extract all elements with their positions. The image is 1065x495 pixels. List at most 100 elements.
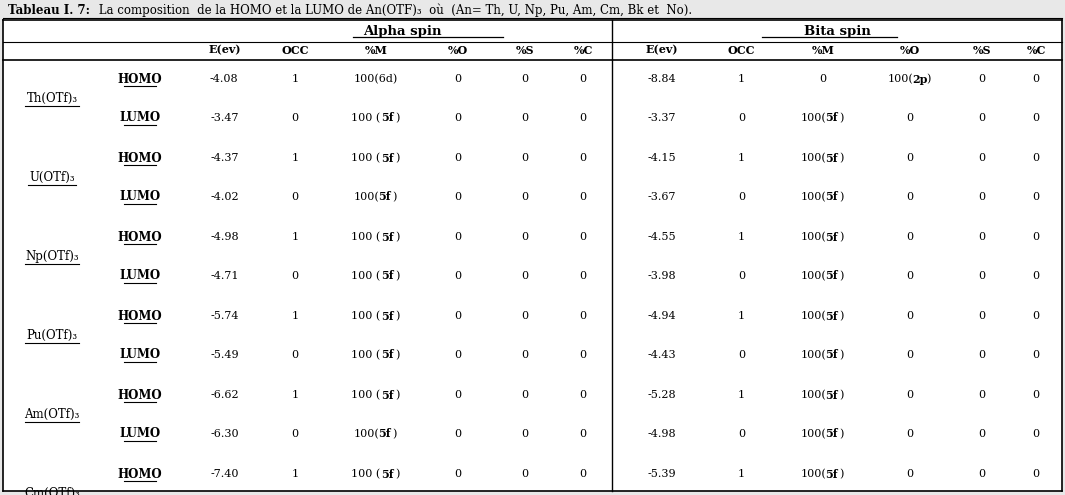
- Text: 0: 0: [1032, 113, 1039, 123]
- Text: ): ): [395, 271, 399, 281]
- Text: 0: 0: [906, 271, 914, 281]
- Text: %S: %S: [515, 45, 535, 55]
- Text: ): ): [839, 349, 843, 360]
- Text: 0: 0: [738, 429, 746, 439]
- Text: -4.15: -4.15: [648, 153, 676, 163]
- Text: -6.62: -6.62: [211, 390, 240, 400]
- Text: 1: 1: [738, 74, 746, 84]
- Text: 5f: 5f: [378, 428, 391, 439]
- Text: %M: %M: [812, 45, 835, 55]
- Text: OCC: OCC: [727, 45, 755, 55]
- Text: %S: %S: [972, 45, 992, 55]
- Text: ): ): [392, 429, 396, 439]
- Text: E(ev): E(ev): [209, 45, 242, 55]
- Text: -3.67: -3.67: [648, 192, 676, 202]
- Text: 100(: 100(: [801, 271, 826, 281]
- Bar: [3, 0, 1062, 18]
- Text: 100 (: 100 (: [350, 349, 380, 360]
- Text: 5f: 5f: [381, 469, 394, 480]
- Text: 1: 1: [292, 469, 298, 479]
- Text: 0: 0: [906, 350, 914, 360]
- Text: 0: 0: [455, 311, 461, 321]
- Text: LUMO: LUMO: [119, 348, 161, 361]
- Text: 0: 0: [1032, 74, 1039, 84]
- Text: 0: 0: [979, 153, 985, 163]
- Text: 100(: 100(: [801, 232, 826, 243]
- Text: %O: %O: [448, 45, 469, 55]
- Text: -4.98: -4.98: [211, 232, 240, 242]
- Text: 0: 0: [522, 390, 528, 400]
- Text: 0: 0: [579, 429, 587, 439]
- Text: -5.28: -5.28: [648, 390, 676, 400]
- Text: 0: 0: [579, 232, 587, 242]
- Text: 100(: 100(: [801, 112, 826, 123]
- Text: 0: 0: [292, 429, 298, 439]
- Text: Np(OTf)₃: Np(OTf)₃: [26, 250, 79, 263]
- Text: %O: %O: [900, 45, 920, 55]
- Text: ): ): [395, 349, 399, 360]
- Text: 0: 0: [579, 469, 587, 479]
- Text: ): ): [395, 390, 399, 400]
- Text: 5f: 5f: [825, 191, 838, 202]
- Text: 0: 0: [455, 153, 461, 163]
- Text: 2p: 2p: [913, 74, 928, 85]
- Text: 100(: 100(: [801, 153, 826, 163]
- Text: 1: 1: [292, 74, 298, 84]
- Text: 0: 0: [579, 153, 587, 163]
- Text: 0: 0: [579, 74, 587, 84]
- Text: HOMO: HOMO: [118, 152, 162, 165]
- Text: -4.55: -4.55: [648, 232, 676, 242]
- Text: 0: 0: [906, 192, 914, 202]
- Text: 0: 0: [292, 113, 298, 123]
- Text: OCC: OCC: [281, 45, 309, 55]
- Text: 0: 0: [1032, 350, 1039, 360]
- Text: 0: 0: [455, 350, 461, 360]
- Text: 0: 0: [522, 74, 528, 84]
- Text: LUMO: LUMO: [119, 190, 161, 203]
- Text: 0: 0: [906, 390, 914, 400]
- Text: 0: 0: [738, 113, 746, 123]
- Text: %M: %M: [364, 45, 388, 55]
- Text: 0: 0: [455, 113, 461, 123]
- Text: U(OTf)₃: U(OTf)₃: [29, 171, 75, 184]
- Text: 0: 0: [906, 113, 914, 123]
- Text: -3.98: -3.98: [648, 271, 676, 281]
- Text: E(ev): E(ev): [645, 45, 677, 55]
- Text: -4.94: -4.94: [648, 311, 676, 321]
- Text: 5f: 5f: [381, 270, 394, 281]
- Text: 5f: 5f: [825, 311, 838, 322]
- Text: 0: 0: [455, 469, 461, 479]
- Text: 0: 0: [455, 429, 461, 439]
- Text: 1: 1: [738, 469, 746, 479]
- Text: 5f: 5f: [381, 390, 394, 401]
- Text: 0: 0: [522, 429, 528, 439]
- Text: 0: 0: [1032, 469, 1039, 479]
- Text: 5f: 5f: [381, 232, 394, 243]
- Text: ): ): [395, 311, 399, 321]
- Text: 0: 0: [979, 390, 985, 400]
- Text: 0: 0: [819, 74, 826, 84]
- Text: 5f: 5f: [825, 469, 838, 480]
- Text: 0: 0: [579, 113, 587, 123]
- Text: 0: 0: [579, 192, 587, 202]
- Text: 0: 0: [455, 192, 461, 202]
- Text: 1: 1: [292, 311, 298, 321]
- Text: 0: 0: [738, 192, 746, 202]
- Text: 0: 0: [906, 153, 914, 163]
- Text: 100(: 100(: [801, 390, 826, 400]
- Text: 0: 0: [522, 271, 528, 281]
- Text: 5f: 5f: [825, 349, 838, 360]
- Text: -3.47: -3.47: [211, 113, 240, 123]
- Text: 0: 0: [979, 271, 985, 281]
- Text: -4.71: -4.71: [211, 271, 240, 281]
- Text: 0: 0: [292, 350, 298, 360]
- Text: 100(: 100(: [354, 192, 379, 202]
- Text: ): ): [395, 112, 399, 123]
- Text: 0: 0: [906, 469, 914, 479]
- Text: 0: 0: [738, 271, 746, 281]
- Text: -5.39: -5.39: [648, 469, 676, 479]
- Text: 0: 0: [1032, 271, 1039, 281]
- Text: -6.30: -6.30: [211, 429, 240, 439]
- Text: 0: 0: [906, 311, 914, 321]
- Text: 100 (: 100 (: [350, 271, 380, 281]
